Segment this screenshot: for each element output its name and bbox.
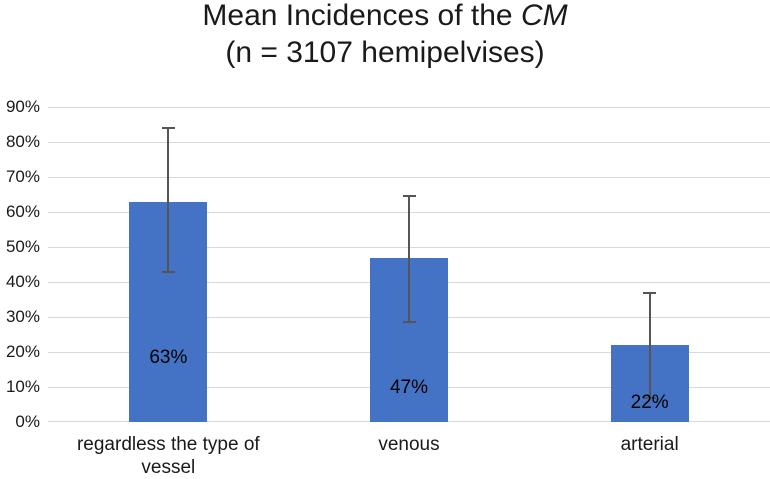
error-bar-cap-bottom-arterial [643, 396, 657, 399]
y-tick-label-80: 80% [5, 132, 40, 151]
gridline-70 [48, 177, 770, 178]
error-bar-cap-bottom-venous [402, 321, 416, 324]
error-bar-cap-top-regardless-the-type-of-vessel [161, 127, 175, 129]
x-tick-label-regardless-the-type-of-vessel: regardless the type of vessel [76, 434, 260, 478]
error-bar-line-venous [408, 196, 410, 323]
x-tick-label-arterial: arterial [620, 434, 679, 455]
y-tick-label-60: 60% [5, 202, 40, 221]
error-bar-cap-top-venous [402, 195, 416, 198]
y-tick-label-70: 70% [5, 167, 40, 186]
bar-value-label-arterial: 22% [630, 392, 669, 414]
error-bar-line-regardless-the-type-of-vessel [167, 128, 170, 272]
error-bar-cap-bottom-regardless-the-type-of-vessel [161, 270, 175, 273]
bar-value-label-venous: 47% [389, 377, 429, 399]
chart-subtitle: (n = 3107 hemipelvises) [225, 36, 545, 69]
chart-title: Mean Incidences of the CM [0, 0, 770, 34]
y-tick-label-40: 40% [5, 272, 40, 291]
y-tick-label-10: 10% [5, 377, 40, 396]
y-tick-label-30: 30% [5, 307, 40, 326]
gridline-90 [48, 107, 770, 108]
y-tick-label-20: 20% [5, 342, 40, 361]
y-tick-label-50: 50% [5, 237, 40, 256]
bar-value-label-regardless-the-type-of-vessel: 63% [149, 346, 188, 368]
error-bar-line-arterial [648, 292, 651, 398]
plot-area: 63% 47% 22% [48, 107, 770, 422]
chart-title-text: Mean Incidences of the [202, 0, 521, 32]
chart-title-italic: CM [520, 0, 568, 32]
y-tick-label-90: 90% [5, 97, 40, 116]
y-tick-label-0: 0% [15, 412, 40, 431]
x-tick-label-venous: venous [378, 434, 440, 455]
gridline-80 [48, 142, 770, 143]
error-bar-cap-top-arterial [643, 291, 657, 294]
